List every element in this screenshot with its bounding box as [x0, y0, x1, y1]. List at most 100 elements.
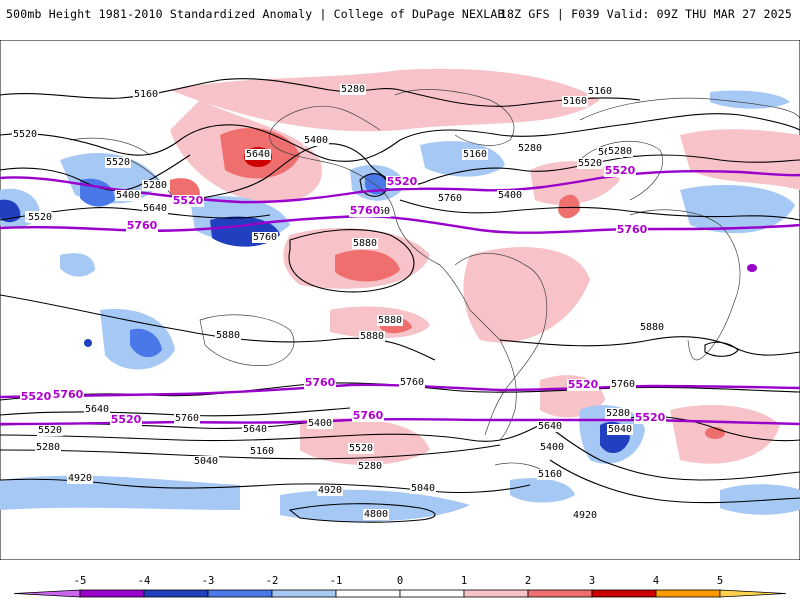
reference-label-bg: [304, 377, 336, 389]
contour-label: 5280: [518, 143, 542, 154]
contour-label: 5880: [640, 322, 664, 333]
contour-label: 5880: [353, 238, 377, 249]
contour-label: 5400: [540, 442, 564, 453]
contour-label: 5520: [106, 157, 130, 168]
contour-label: 5880: [378, 315, 402, 326]
colorbar-tick-label: 1: [461, 575, 467, 587]
colorbar-tick-label: 2: [525, 575, 531, 587]
reference-contour-label: 5760: [305, 376, 336, 389]
contour-label: 5160: [134, 89, 158, 100]
contour-label: 5040: [194, 456, 218, 467]
contour-label: 5520: [28, 212, 52, 223]
reference-label-bg: [52, 389, 84, 401]
contour-label-bg: [497, 190, 523, 201]
reference-contour-labels: 5520 5760 5520 5760 5520 5760 5760 5520 5760 5520…: [20, 164, 666, 426]
contour-label-bg: [399, 377, 425, 388]
contour-label: 4800: [364, 509, 388, 520]
colorbar-tick-label: 0: [397, 575, 403, 587]
reference-contour-label: 5520: [605, 164, 636, 177]
contour-label-bg: [105, 157, 131, 168]
contour-label: 5040: [411, 483, 435, 494]
contour-label-bg: [340, 84, 366, 95]
reference-label-bg: [352, 410, 384, 422]
contour-label-bg: [363, 509, 389, 520]
contour-label: 5640: [143, 203, 167, 214]
contour-label-bg: [537, 421, 563, 432]
contour-label: 5160: [588, 86, 612, 97]
contour-label: 5040: [608, 424, 632, 435]
contour-label: 5640: [243, 424, 267, 435]
contour-label: 5760: [253, 232, 277, 243]
reference-contour-label: 5520: [111, 413, 142, 426]
map-title: 500mb Height 1981-2010 Standardized Anom…: [6, 7, 505, 21]
contour-label: 5760: [400, 377, 424, 388]
colorbar-swatches: [13, 589, 787, 598]
colorbar-swatch: [79, 589, 145, 598]
reference-label-bg: [386, 176, 418, 188]
coastlines: [69, 89, 800, 473]
reference-contour-label: 5520: [387, 175, 418, 188]
colorbar-swatch: [527, 589, 593, 598]
contour-label-bg: [359, 331, 385, 342]
colorbar-ticks: -5 -4 -3 -2 -1 0 1 2 3 4 5: [74, 575, 723, 587]
contour-label: 5400: [304, 135, 328, 146]
reference-label-bg: [349, 205, 381, 217]
reference-contour-label: 5760: [350, 204, 381, 217]
contour-label-bg: [249, 446, 275, 457]
contour-label-bg: [35, 442, 61, 453]
reference-contour-label: 5760: [127, 219, 158, 232]
contour-label-bg: [572, 510, 598, 521]
contour-label: 5760: [175, 413, 199, 424]
contour-label-bg: [410, 483, 436, 494]
contour-label-bg: [437, 193, 463, 204]
colorbar-swatch: [13, 589, 81, 598]
reference-contour-label: 5520: [635, 411, 666, 424]
contour-label-bg: [610, 379, 636, 390]
reference-label-bg: [110, 414, 142, 426]
reference-label-bg: [172, 195, 204, 207]
anomaly-map: 5160 528051605160552056405400528054005640…: [0, 40, 800, 560]
reference-contour-label: 5760: [617, 223, 648, 236]
reference-label-bg: [126, 220, 158, 232]
contour-label: 5760: [438, 193, 462, 204]
contour-label: 5640: [538, 421, 562, 432]
contour-label-bg: [193, 456, 219, 467]
contour-label-bg: [27, 212, 53, 223]
contour-label: 5280: [143, 180, 167, 191]
contour-label: 4920: [573, 510, 597, 521]
contour-label-bg: [377, 315, 403, 326]
colorbar-swatch: [399, 589, 465, 598]
contour-label-bg: [517, 143, 543, 154]
contour-label: 5160: [250, 446, 274, 457]
contour-label-bg: [607, 146, 633, 157]
contour-label-bg: [607, 424, 633, 435]
reference-label-bg: [616, 224, 648, 236]
contour-label-bg: [242, 424, 268, 435]
reference-label-bg: [604, 165, 636, 177]
contour-label: 5640: [246, 149, 270, 160]
contour-label-bg: [639, 322, 665, 333]
contour-label-bg: [562, 96, 588, 107]
contour-label-bg: [12, 129, 38, 140]
colorbar-tick-label: -5: [74, 575, 87, 587]
reference-contour-label: 5520: [21, 390, 52, 403]
colorbar-swatch: [335, 589, 401, 598]
colorbar-tick-label: -4: [138, 575, 151, 587]
contour-label-bg: [539, 442, 565, 453]
contour-label-bg: [252, 232, 278, 243]
contour-label-bg: [537, 469, 563, 480]
contour-label-bg: [84, 404, 110, 415]
contour-label: 4920: [68, 473, 92, 484]
contour-labels: 5160 528051605160552056405400528054005640…: [12, 84, 665, 521]
colorbar-swatch: [463, 589, 529, 598]
contour-label: 5880: [216, 330, 240, 341]
reference-contour-label: 5760: [353, 409, 384, 422]
contour-label: 5280: [358, 461, 382, 472]
contour-label-bg: [142, 203, 168, 214]
anomaly-colorbar: -5 -4 -3 -2 -1 0 1 2 3 4 5: [13, 575, 787, 598]
contour-label: 5160: [563, 96, 587, 107]
colorbar-tick-label: -2: [266, 575, 279, 587]
colorbar-swatch: [655, 589, 721, 598]
contour-label-bg: [303, 135, 329, 146]
contour-label: 5640: [85, 404, 109, 415]
